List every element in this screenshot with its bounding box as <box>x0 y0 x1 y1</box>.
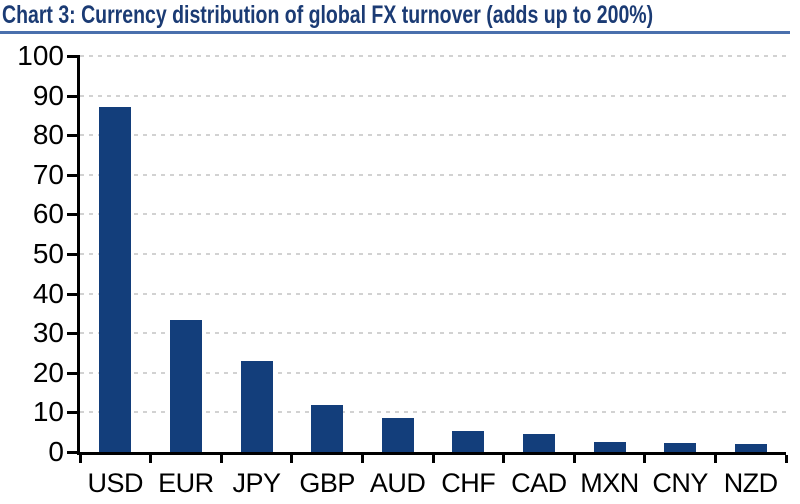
bar-mxn <box>593 442 626 452</box>
x-axis-category-label-cny: CNY <box>652 468 708 498</box>
y-axis-tick <box>67 55 77 58</box>
y-axis-tick-label: 70 <box>32 158 64 190</box>
x-axis-tick <box>360 455 364 463</box>
gridline-100 <box>80 55 790 57</box>
x-axis-category-label-gbp: GBP <box>299 468 355 498</box>
x-axis-line <box>77 452 786 455</box>
x-axis-tick <box>572 455 576 463</box>
bar-usd <box>99 107 132 452</box>
x-axis-tick <box>643 455 647 463</box>
bar-nzd <box>734 444 767 452</box>
y-axis-tick-label: 30 <box>32 317 64 349</box>
x-axis-tick <box>78 455 82 463</box>
gridline-70 <box>80 173 790 176</box>
gridline-60 <box>80 213 790 216</box>
gridline-80 <box>80 134 790 137</box>
x-axis-category-label-chf: CHF <box>441 468 496 498</box>
x-axis-category-label-nzd: NZD <box>723 468 778 498</box>
y-axis-tick-label: 100 <box>17 40 64 71</box>
title-underline-rule <box>0 31 790 34</box>
bar-cad <box>522 433 555 452</box>
y-axis-tick-label: 80 <box>32 119 64 151</box>
y-axis-tick <box>67 173 77 177</box>
x-axis-tick <box>219 455 223 463</box>
x-axis-category-label-cad: CAD <box>511 468 567 498</box>
bar-eur <box>169 319 202 452</box>
y-axis-tick-label: 90 <box>32 79 64 111</box>
y-axis-line <box>77 55 80 455</box>
x-axis-tick <box>149 455 153 463</box>
bar-gbp <box>311 405 344 452</box>
gridline-90 <box>80 94 790 97</box>
y-axis-tick-label: 40 <box>32 277 64 309</box>
x-axis-category-label-aud: AUD <box>369 468 426 498</box>
gridline-20 <box>80 371 790 374</box>
y-axis-tick <box>67 253 77 256</box>
gridline-10 <box>80 411 790 414</box>
gridline-30 <box>80 332 790 335</box>
bar-chf <box>452 431 485 452</box>
y-axis-tick <box>67 134 77 138</box>
x-axis-category-label-eur: EUR <box>158 468 214 498</box>
y-axis-tick <box>67 371 77 375</box>
x-axis-tick <box>502 455 506 463</box>
gridline-40 <box>80 292 790 295</box>
y-axis-tick-label: 50 <box>32 238 64 269</box>
x-axis-tick <box>431 455 435 463</box>
x-axis-category-label-usd: USD <box>87 468 144 498</box>
bar-cny <box>664 443 697 452</box>
bar-aud <box>381 417 414 452</box>
y-axis-tick-label: 20 <box>32 356 64 388</box>
y-axis-tick-label: 60 <box>32 198 64 230</box>
bar-jpy <box>240 360 273 452</box>
y-axis-tick <box>67 411 77 415</box>
y-axis-tick-label: 0 <box>48 436 64 467</box>
y-axis-tick <box>67 451 77 454</box>
y-axis-tick-label: 10 <box>32 396 64 428</box>
y-axis-tick <box>67 292 77 296</box>
y-axis-tick <box>67 213 77 217</box>
x-axis-tick <box>290 455 294 463</box>
x-axis-tick <box>784 455 788 463</box>
chart-title: Chart 3: Currency distribution of global… <box>2 1 654 29</box>
y-axis-tick <box>67 94 77 98</box>
y-axis-tick <box>67 332 77 336</box>
gridline-50 <box>80 253 790 255</box>
x-axis-category-label-jpy: JPY <box>232 468 281 498</box>
x-axis-tick <box>713 455 717 463</box>
x-axis-category-label-mxn: MXN <box>580 468 639 498</box>
